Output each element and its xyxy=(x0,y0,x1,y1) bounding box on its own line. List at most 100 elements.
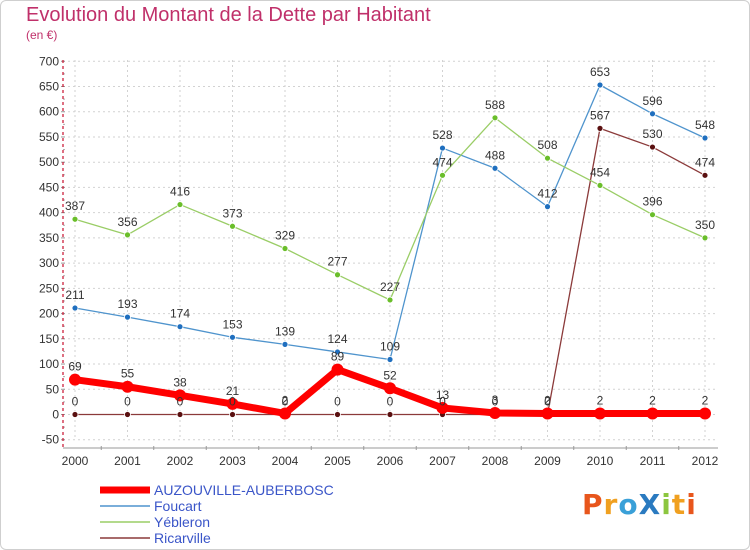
data-label: 488 xyxy=(485,148,505,162)
data-label: 0 xyxy=(72,395,79,409)
data-label: 2 xyxy=(544,393,551,407)
data-label: 277 xyxy=(327,255,347,269)
data-label: 508 xyxy=(537,138,557,152)
series-point-1 xyxy=(124,313,131,321)
series-point-0 xyxy=(69,373,81,386)
x-tick-label: 2000 xyxy=(62,454,89,468)
data-label: 193 xyxy=(117,297,137,311)
data-label: 109 xyxy=(380,339,400,353)
logo-letter: r xyxy=(603,488,619,521)
x-tick-label: 2002 xyxy=(167,454,194,468)
x-tick-label: 2007 xyxy=(429,454,456,468)
legend-label: Foucart xyxy=(154,498,202,514)
data-label: 211 xyxy=(65,288,84,302)
data-label: 55 xyxy=(121,367,135,381)
series-point-3 xyxy=(71,411,79,418)
data-label: 356 xyxy=(117,215,137,229)
data-label: 0 xyxy=(544,395,551,409)
series-point-2 xyxy=(176,201,184,208)
legend-label: Yébleron xyxy=(154,514,210,530)
series-point-3 xyxy=(124,411,131,418)
data-label: 139 xyxy=(275,324,295,338)
y-tick-label: 550 xyxy=(39,130,59,144)
series-point-2 xyxy=(491,114,499,122)
data-label: 528 xyxy=(432,128,452,142)
x-tick-label: 2003 xyxy=(219,454,246,468)
data-label: 412 xyxy=(537,187,557,201)
series-point-0 xyxy=(489,406,501,419)
data-label: 329 xyxy=(275,228,295,242)
data-label: 0 xyxy=(177,395,184,409)
series-point-0 xyxy=(121,380,134,393)
y-tick-label: 650 xyxy=(39,80,59,94)
proxiti-logo: ProXiti xyxy=(582,488,697,521)
series-point-2 xyxy=(334,271,341,279)
logo-letter: i xyxy=(661,488,672,521)
series-point-3 xyxy=(701,171,709,179)
series-point-0 xyxy=(594,407,606,420)
series-point-1 xyxy=(386,356,394,363)
series-point-2 xyxy=(124,231,131,239)
y-tick-label: 300 xyxy=(39,256,59,270)
logo-letter: X xyxy=(638,488,662,521)
data-label: 0 xyxy=(387,395,394,409)
series-point-1 xyxy=(281,340,289,348)
data-label: 52 xyxy=(383,368,397,382)
series-point-1 xyxy=(649,110,656,118)
data-label: 548 xyxy=(695,118,715,132)
data-label: 350 xyxy=(695,218,715,232)
series-point-0 xyxy=(436,401,449,414)
data-label: 124 xyxy=(327,332,347,346)
data-label: 2 xyxy=(649,393,656,407)
data-label: 153 xyxy=(222,317,242,331)
series-point-3 xyxy=(229,411,236,418)
x-tick-label: 2004 xyxy=(272,454,299,468)
chart-title: Evolution du Montant de la Dette par Hab… xyxy=(26,4,431,26)
logo-letter: P xyxy=(582,488,604,521)
y-tick-label: 0 xyxy=(52,408,59,422)
data-label: 69 xyxy=(68,360,82,374)
series-point-0 xyxy=(699,407,711,420)
x-tick-label: 2011 xyxy=(640,454,666,468)
data-label: 596 xyxy=(642,94,662,108)
series-point-1 xyxy=(544,203,551,211)
series-point-0 xyxy=(541,407,554,420)
series-point-2 xyxy=(649,211,656,219)
data-label: 0 xyxy=(439,395,446,409)
series-point-3 xyxy=(176,411,184,418)
data-label: 474 xyxy=(432,155,452,169)
chart-subtitle: (en €) xyxy=(26,28,58,42)
series-point-0 xyxy=(226,397,239,410)
x-tick-label: 2010 xyxy=(587,454,614,468)
legend-label: Ricarville xyxy=(154,530,211,546)
series-point-1 xyxy=(176,323,184,331)
data-label: 0 xyxy=(282,395,289,409)
data-label: 454 xyxy=(590,165,610,179)
y-tick-label: 700 xyxy=(39,54,59,68)
data-label: 174 xyxy=(170,307,190,321)
series-point-0 xyxy=(279,407,291,420)
y-tick-label: -50 xyxy=(42,433,60,447)
logo-letter: o xyxy=(618,488,639,521)
x-tick-label: 2012 xyxy=(692,454,719,468)
y-tick-label: 600 xyxy=(39,105,59,119)
data-label: 396 xyxy=(642,195,662,209)
series-point-0 xyxy=(384,382,396,395)
series-point-1 xyxy=(701,134,709,142)
y-tick-label: 400 xyxy=(39,206,59,220)
data-label: 416 xyxy=(170,185,190,199)
series-point-1 xyxy=(491,164,499,172)
series-point-2 xyxy=(281,245,289,252)
series-point-2 xyxy=(229,222,236,230)
series-point-2 xyxy=(71,215,79,223)
series-point-3 xyxy=(596,124,604,132)
data-label: 2 xyxy=(282,393,289,407)
x-tick-label: 2005 xyxy=(324,454,351,468)
series-point-2 xyxy=(596,182,604,189)
data-label: 38 xyxy=(173,375,187,389)
series-point-0 xyxy=(646,407,659,420)
series-point-3 xyxy=(649,143,656,151)
data-label: 89 xyxy=(331,350,345,364)
x-tick-label: 2008 xyxy=(482,454,509,468)
